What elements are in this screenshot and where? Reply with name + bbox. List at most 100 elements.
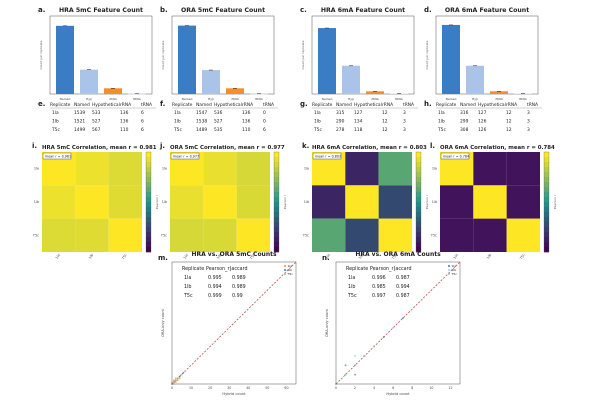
bar-tick-label: rRNA	[371, 97, 380, 101]
colorbar-segment	[416, 212, 421, 218]
heatmap-inset-label: mean r = 0.977	[173, 154, 199, 158]
stats-header-cell: Replicate	[182, 266, 204, 272]
table-cell: 6	[141, 119, 144, 125]
heatmap-cell	[108, 218, 142, 252]
colorbar-segment	[146, 157, 151, 163]
bar-tick-label: rRNA	[231, 97, 240, 101]
scatter-x-tick: 2	[354, 386, 356, 390]
colorbar-segment	[274, 167, 279, 173]
scatter-point-1la	[401, 317, 404, 320]
colorbar-segment	[544, 212, 549, 218]
scatter-y-label: ORA-only count	[161, 309, 165, 337]
legend-label: 1lb	[288, 268, 293, 272]
colorbar-segment	[416, 217, 421, 223]
colorbar-segment	[274, 202, 279, 208]
table-header-cell: Named	[460, 102, 476, 108]
colorbar-segment	[416, 207, 421, 213]
heatmap-y-tick: 1lb	[34, 200, 39, 204]
heatmap-cell	[75, 185, 109, 219]
table-cell: 316	[460, 110, 469, 116]
colorbar-segment	[146, 247, 151, 253]
scatter-point-1la	[174, 377, 177, 380]
scatter-title: HRA vs. ORA 6mA Counts	[355, 251, 441, 258]
heatmap-y-tick: T5c	[430, 233, 437, 237]
bar-tick-label: Named	[322, 97, 333, 101]
scatter-point-1la	[174, 381, 177, 384]
table-cell: 290	[336, 119, 345, 125]
bar-y-axis-label: Count per replicate	[425, 40, 429, 69]
heatmap-cell	[378, 185, 412, 219]
table-header-cell: Named	[336, 102, 352, 108]
table-header-cell: Replicate	[312, 102, 333, 108]
colorbar-segment	[544, 202, 549, 208]
heatmap-y-tick: 1la	[432, 167, 437, 171]
table-cell: 12	[506, 127, 512, 133]
scatter-x-tick: 20	[208, 386, 212, 390]
bar-tick-label: rRNA	[495, 97, 504, 101]
table-cell: T5c	[173, 127, 182, 133]
heatmap-cell	[203, 152, 237, 186]
table-cell: 126	[478, 127, 487, 133]
scatter-x-tick: 40	[246, 386, 250, 390]
bar-hyp	[202, 70, 220, 94]
table-cell: 127	[478, 110, 487, 116]
colorbar-segment	[544, 192, 549, 198]
colorbar-segment	[544, 197, 549, 203]
stats-cell: T5c	[347, 293, 357, 299]
bar-rrna	[226, 88, 244, 94]
table-cell: 12	[382, 110, 388, 116]
bar-chart-title: ORA 6mA Feature Count	[445, 7, 529, 14]
scatter-point-T5c	[174, 379, 177, 382]
colorbar-segment	[544, 167, 549, 173]
stats-cell: 1lb	[184, 284, 191, 290]
heatmap-x-tick: 1lb	[216, 253, 222, 260]
colorbar-segment	[416, 222, 421, 228]
table-cell: T5c	[51, 127, 60, 133]
heatmap-x-tick: T5c	[249, 253, 256, 261]
scatter-x-tick: 10	[429, 386, 433, 390]
colorbar-segment	[146, 192, 151, 198]
bar-tick-label: tRNA	[255, 97, 264, 101]
identity-line	[335, 261, 461, 385]
identity-line	[171, 261, 297, 385]
colorbar-frame	[273, 151, 280, 253]
heatmap-cell	[203, 185, 237, 219]
table-cell: 0	[263, 119, 266, 125]
heatmap-inset-label: mean r = 0.784	[443, 154, 469, 158]
table-header-cell: rRNA	[382, 102, 393, 108]
stats-cell: 0.989	[232, 275, 246, 281]
heatmap-y-tick: 1lb	[432, 200, 437, 204]
table-cell: 6	[141, 110, 144, 116]
table-header-cell: Hypothetical	[354, 102, 382, 108]
stats-cell: 0.999	[208, 293, 222, 299]
colorbar-segment	[274, 172, 279, 178]
legend-label: 1lb	[452, 268, 457, 272]
heatmap-cell	[203, 218, 237, 252]
heatmap-cell	[345, 185, 379, 219]
scatter-point-T5c	[373, 345, 376, 348]
colorbar-label: Pearson r	[425, 194, 429, 209]
bar-plot-frame	[49, 15, 153, 95]
colorbar-segment	[274, 237, 279, 243]
scatter-plot-frame	[335, 261, 461, 385]
scatter-title: HRA vs. ORA 5mC Counts	[191, 251, 277, 258]
colorbar-frame	[145, 151, 152, 253]
colorbar-segment	[544, 207, 549, 213]
panel-letter: k.	[302, 142, 309, 150]
bar-tick-label: Named	[182, 97, 193, 101]
table-cell: 1la	[174, 110, 181, 116]
heatmap-cell	[345, 152, 379, 186]
bar-chart-title: ORA 5mC Feature Count	[181, 7, 265, 14]
bar-trna	[514, 93, 532, 94]
colorbar-segment	[146, 172, 151, 178]
table-cell: 315	[336, 110, 345, 116]
colorbar-segment	[416, 202, 421, 208]
table-cell: 3	[403, 119, 406, 125]
table-cell: 0	[263, 110, 266, 116]
panel-letter: b.	[160, 6, 168, 14]
bar-tick-label: Named	[446, 97, 457, 101]
bar-y-axis-label: Count per replicate	[161, 40, 165, 69]
stats-cell: 1la	[184, 275, 191, 281]
table-cell: 3	[527, 119, 530, 125]
panel-letter: g.	[300, 100, 308, 108]
